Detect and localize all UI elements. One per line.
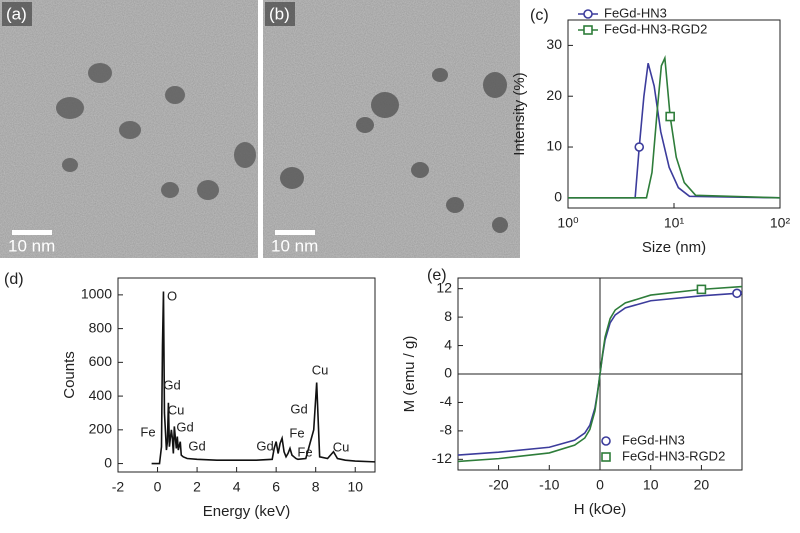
scale-bar: [12, 230, 52, 235]
panel-label: (e): [427, 267, 447, 284]
axes-frame: [117, 277, 376, 473]
annotation: Fe: [297, 444, 312, 459]
x-axis-label: H (kOe): [574, 501, 627, 518]
annotation: Gd: [163, 377, 180, 392]
x-tick-label: 8: [312, 479, 320, 495]
y-tick-label: 200: [89, 421, 113, 437]
x-tick-label: 10²: [770, 215, 791, 231]
x-tick-label: 0: [154, 479, 162, 495]
legend-marker: [583, 25, 593, 35]
panel-label: (c): [530, 7, 549, 24]
y-tick-label: 600: [89, 353, 113, 369]
annotation: Cu: [312, 362, 329, 377]
legend-marker: [601, 452, 611, 462]
legend-label: FeGd-HN3: [604, 5, 667, 20]
y-tick-label: 4: [444, 336, 452, 352]
x-tick-label: -20: [488, 477, 508, 493]
panel-label: (d): [4, 271, 24, 288]
scale-bar-label: 10 nm: [8, 236, 55, 255]
y-tick-label: 10: [546, 138, 562, 154]
x-tick-label: 6: [272, 479, 280, 495]
legend-label: FeGd-HN3-RGD2: [622, 448, 725, 463]
x-axis-label: Energy (keV): [203, 503, 291, 520]
legend-label: FeGd-HN3: [622, 432, 685, 447]
tem-image-b: [263, 0, 520, 258]
marker: [634, 142, 645, 152]
x-tick-label: 10: [643, 477, 659, 493]
x-tick-label: 10⁰: [557, 215, 579, 231]
y-tick-label: 1000: [81, 286, 112, 302]
annotation: Fe: [140, 424, 155, 439]
scale-bar-label: 10 nm: [271, 236, 318, 255]
x-tick-label: -2: [112, 479, 125, 495]
annotation: Gd: [256, 438, 273, 453]
label-bg: [265, 2, 295, 26]
y-axis-label: Counts: [61, 351, 78, 399]
marker: [665, 111, 675, 122]
y-tick-label: 20: [546, 87, 562, 103]
y-tick-label: -12: [432, 450, 452, 466]
y-tick-label: 400: [89, 387, 113, 403]
legend-label: FeGd-HN3-RGD2: [604, 21, 707, 36]
x-tick-label: -10: [539, 477, 559, 493]
x-tick-label: 10: [347, 479, 363, 495]
panel-label: (b): [269, 4, 290, 23]
y-tick-label: 12: [436, 279, 452, 295]
y-tick-label: 8: [444, 308, 452, 324]
series-line: [457, 285, 743, 463]
y-tick-label: -4: [440, 393, 453, 409]
y-tick-label: -8: [440, 422, 453, 438]
scale-bar: [275, 230, 315, 235]
series-line: [568, 55, 781, 199]
x-tick-label: 20: [694, 477, 710, 493]
annotation: Gd: [290, 401, 307, 416]
marker: [696, 284, 707, 295]
y-tick-label: 0: [104, 454, 112, 470]
y-axis-label: Intensity (%): [511, 72, 528, 155]
x-axis-label: Size (nm): [642, 239, 706, 256]
annotation: O: [167, 288, 177, 303]
annotation: Cu: [333, 439, 350, 454]
panel-label: (a): [6, 4, 27, 23]
y-tick-label: 800: [89, 319, 113, 335]
marker: [732, 288, 742, 299]
annotation: Gd: [176, 419, 193, 434]
legend-marker: [601, 436, 611, 446]
legend-marker: [583, 9, 593, 19]
y-axis-label: M (emu / g): [401, 336, 418, 413]
y-tick-label: 0: [554, 189, 562, 205]
y-tick-label: 30: [546, 36, 562, 52]
x-tick-label: 4: [233, 479, 241, 495]
y-tick-label: 0: [444, 365, 452, 381]
tem-image-a: [0, 0, 258, 258]
label-bg: [2, 2, 32, 26]
series-line: [568, 62, 781, 199]
annotation: Gd: [188, 438, 205, 453]
annotation: Cu: [168, 402, 185, 417]
series-line: [151, 291, 376, 465]
annotation: Fe: [289, 425, 304, 440]
x-tick-label: 10¹: [664, 215, 685, 231]
x-tick-label: 2: [193, 479, 201, 495]
x-tick-label: 0: [596, 477, 604, 493]
